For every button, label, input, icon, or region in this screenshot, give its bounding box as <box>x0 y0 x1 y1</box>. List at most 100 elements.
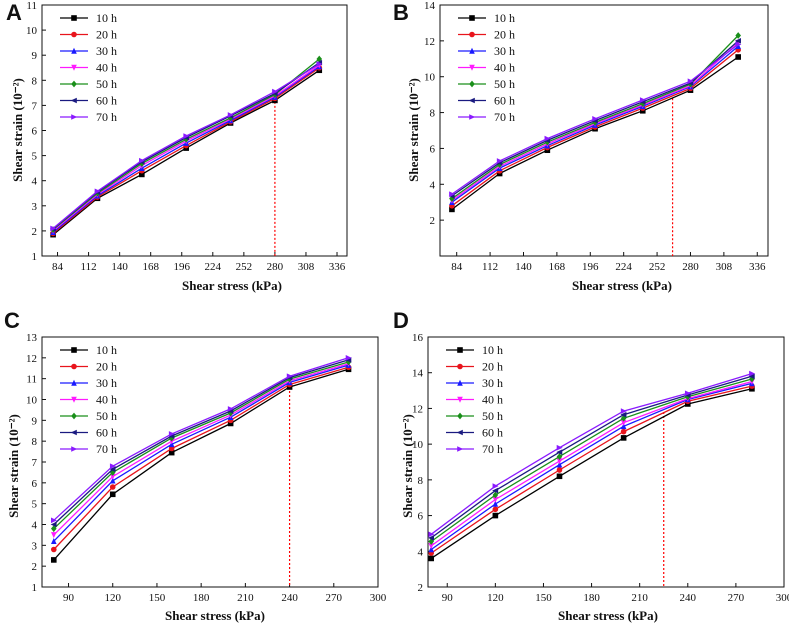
y-tick-label: 8 <box>32 436 38 448</box>
marker-circle <box>457 363 463 370</box>
x-tick-label: 180 <box>583 592 600 604</box>
legend-label: 60 h <box>494 94 515 108</box>
marker-triangle-right <box>227 112 234 118</box>
marker-diamond <box>227 114 234 122</box>
legend-label: 30 h <box>494 44 515 58</box>
legend-label: 40 h <box>494 61 515 75</box>
x-tick-label: 210 <box>631 592 648 604</box>
marker-triangle-right <box>544 135 551 142</box>
legend-label: 30 h <box>96 376 117 390</box>
x-tick-label: 280 <box>682 261 699 273</box>
legend-label: 10 h <box>482 343 503 357</box>
series-line <box>53 361 349 530</box>
y-tick-label: 9 <box>32 50 38 62</box>
marker-circle <box>620 428 627 435</box>
marker-triangle-right <box>50 225 57 232</box>
x-axis-title: Shear stress (kPa) <box>572 278 672 293</box>
series-50h <box>428 375 755 545</box>
x-tick-label: 336 <box>329 261 346 273</box>
x-axis-title: Shear stress (kPa) <box>558 608 658 623</box>
series-line <box>430 372 753 535</box>
legend-label: 40 h <box>96 61 117 75</box>
y-tick-label: 5 <box>32 151 38 163</box>
y-tick-label: 9 <box>32 415 38 427</box>
marker-triangle-up <box>492 500 499 507</box>
x-tick-label: 168 <box>549 261 566 273</box>
y-tick-label: 3 <box>32 201 38 213</box>
y-tick-label: 5 <box>32 499 38 511</box>
x-axis-title: Shear stress (kPa) <box>182 278 282 293</box>
legend-label: 20 h <box>494 28 515 42</box>
marker-triangle-down <box>457 396 463 403</box>
legend-label: 20 h <box>96 360 117 374</box>
marker-diamond <box>544 138 551 146</box>
marker-diamond <box>457 412 463 420</box>
series-line <box>53 363 349 536</box>
series-line <box>53 366 349 550</box>
series-70h <box>50 355 352 524</box>
marker-triangle-right <box>71 446 78 452</box>
marker-square <box>227 420 234 427</box>
marker-diamond <box>492 491 499 499</box>
x-tick-label: 224 <box>615 261 632 273</box>
marker-square <box>620 435 627 441</box>
marker-triangle-right <box>620 408 627 414</box>
x-tick-label: 84 <box>451 261 463 273</box>
legend-label: 60 h <box>96 94 117 108</box>
marker-triangle-up <box>457 379 463 386</box>
marker-triangle-down <box>492 496 499 503</box>
series-line <box>53 364 349 542</box>
marker-square <box>492 512 499 519</box>
x-tick-label: 270 <box>728 592 745 604</box>
marker-triangle-right <box>428 531 435 538</box>
y-tick-label: 10 <box>26 25 38 37</box>
y-tick-label: 4 <box>430 179 436 191</box>
marker-triangle-left <box>456 429 463 436</box>
marker-square <box>139 171 145 178</box>
legend-label: 40 h <box>96 393 117 407</box>
series-30h <box>428 380 755 553</box>
legend-label: 70 h <box>96 110 117 124</box>
series-70h <box>449 41 742 197</box>
marker-triangle-right <box>492 483 499 489</box>
y-tick-label: 11 <box>26 374 37 386</box>
marker-triangle-right <box>735 41 742 48</box>
legend-label: 60 h <box>482 426 503 440</box>
marker-triangle-right <box>592 116 599 122</box>
y-axis-title: Shear strain (10⁻²) <box>6 414 21 518</box>
x-tick-label: 140 <box>111 261 128 273</box>
legend-label: 60 h <box>96 426 117 440</box>
x-tick-label: 84 <box>52 261 64 273</box>
marker-triangle-right <box>71 114 78 120</box>
marker-square <box>71 15 77 21</box>
y-tick-label: 2 <box>32 226 38 238</box>
marker-triangle-down <box>428 543 435 550</box>
y-tick-label: 14 <box>412 368 424 380</box>
marker-triangle-left <box>70 429 77 436</box>
series-40h <box>428 378 755 550</box>
panel-b: B Shear stress (kPa) Shear strain (10⁻²)… <box>393 0 769 293</box>
x-tick-label: 270 <box>326 592 343 604</box>
marker-triangle-left <box>556 449 563 455</box>
marker-triangle-right <box>286 373 293 379</box>
y-tick-label: 10 <box>26 395 38 407</box>
y-tick-label: 10 <box>412 439 424 451</box>
marker-triangle-right <box>449 191 456 197</box>
marker-circle <box>492 506 499 513</box>
marker-square <box>109 491 116 498</box>
marker-triangle-left <box>734 38 741 44</box>
y-tick-label: 4 <box>32 176 38 188</box>
plot-frame <box>427 336 785 588</box>
marker-triangle-right <box>183 133 190 139</box>
marker-triangle-down <box>109 473 116 480</box>
y-tick-label: 8 <box>32 75 38 87</box>
x-tick-label: 210 <box>237 592 254 604</box>
series-line <box>430 380 753 547</box>
legend-label: 50 h <box>494 77 515 91</box>
legend-label: 70 h <box>482 442 503 456</box>
series-line <box>430 378 753 543</box>
legend-label: 70 h <box>494 110 515 124</box>
marker-triangle-up <box>109 477 116 484</box>
marker-circle <box>50 546 57 553</box>
